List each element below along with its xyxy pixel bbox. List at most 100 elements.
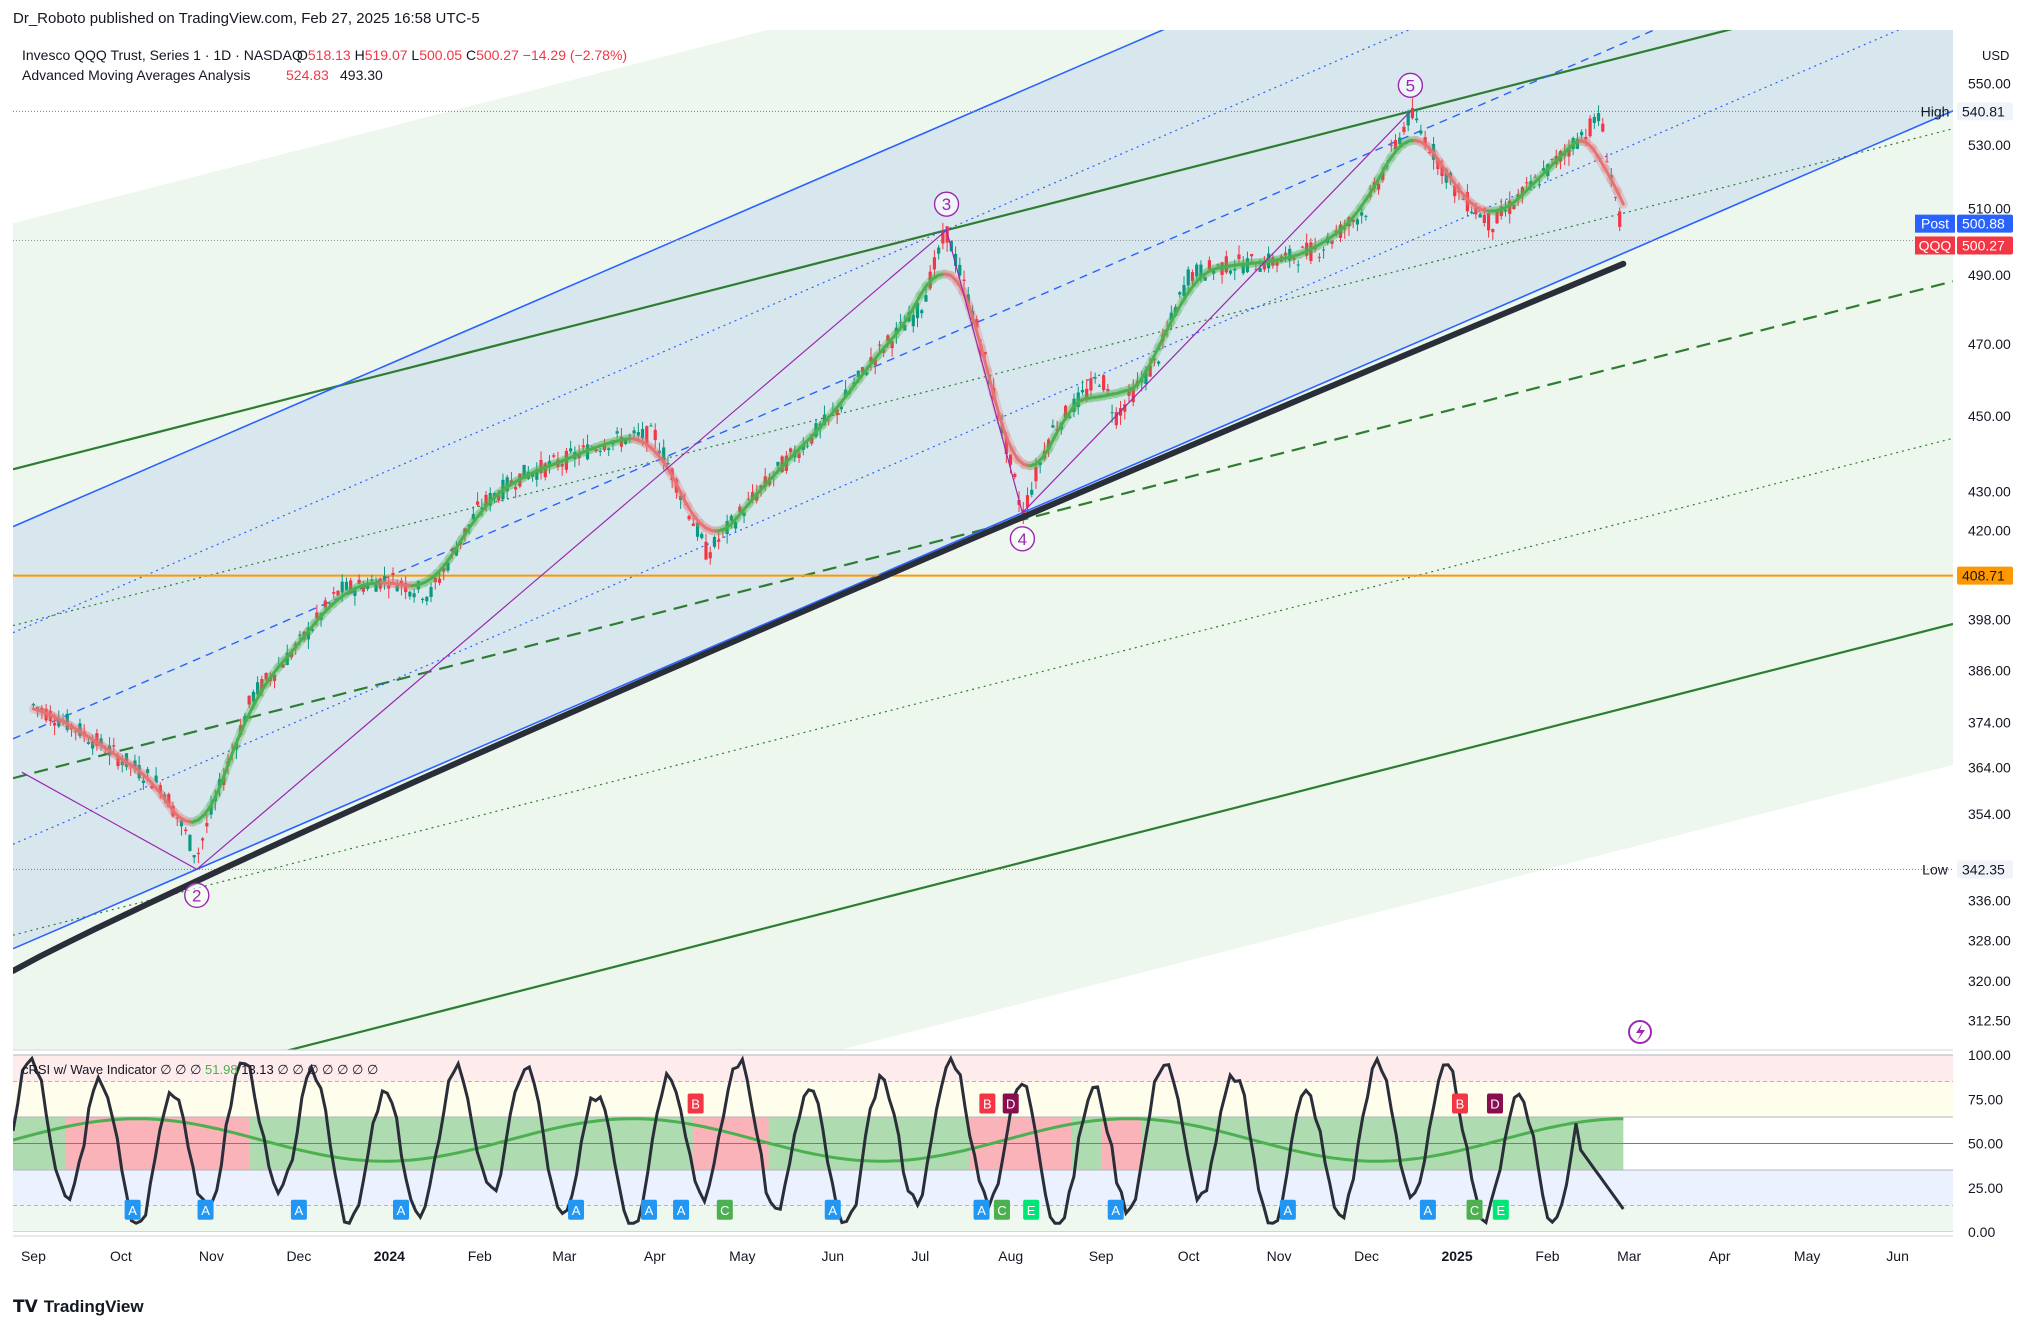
candle-body	[628, 435, 632, 437]
ma-fast-segment	[307, 621, 317, 633]
candle-body	[1499, 206, 1503, 217]
wave-label-circle	[1009, 526, 1036, 552]
candle-body	[332, 592, 336, 594]
post-value: 500.88	[1962, 216, 2005, 232]
candle-body	[344, 581, 349, 591]
candle-body	[141, 780, 146, 784]
ma-fast-segment	[753, 488, 763, 499]
candle-body	[695, 522, 700, 537]
ma-fast-segment	[814, 423, 824, 434]
symbol-title: Invesco QQQ Trust, Series 1 · 1D · NASDA…	[22, 47, 303, 63]
candle-body	[36, 707, 40, 709]
time-tick: Mar	[552, 1248, 576, 1264]
candle-body	[1047, 439, 1051, 449]
qqq-value-box	[1957, 236, 2013, 255]
time-tick: Oct	[110, 1248, 132, 1264]
ma-fast-segment	[154, 786, 164, 797]
candle-body	[810, 434, 814, 444]
indicator-name: Advanced Moving Averages Analysis	[22, 67, 251, 83]
candle-body	[222, 777, 226, 786]
candle-body	[391, 573, 395, 575]
wave-label-circle	[1397, 72, 1424, 99]
osc-tick: 0.00	[1968, 1224, 1995, 1240]
ma-fast-segment	[203, 804, 213, 816]
lightning-icon[interactable]	[1628, 1020, 1652, 1044]
ma-fast-segment	[692, 514, 702, 525]
tradingview-logo[interactable]: 𝗧𝗩 TradingView	[13, 1297, 144, 1317]
ma-fast-segment	[667, 469, 678, 484]
candle-body	[256, 682, 260, 695]
osc-legend: cRSI w/ Wave Indicator ∅ ∅ ∅ 51.98 13.13…	[22, 1062, 378, 1077]
wave-marker-box	[1002, 1093, 1019, 1114]
time-axis[interactable]: Sep Oct Nov Dec 2024 Feb Mar Apr May Jun Jul Aug Sep…	[13, 1235, 1953, 1264]
ma-fast-segment	[1187, 281, 1197, 293]
candle-body	[679, 496, 683, 500]
candle-body	[1364, 215, 1368, 217]
wave-marker-box	[979, 1093, 996, 1114]
candle-body	[1114, 411, 1118, 426]
candle-body	[1550, 158, 1554, 160]
candle-body	[65, 713, 69, 730]
candle-body	[1216, 264, 1220, 266]
candle-body	[941, 232, 945, 244]
price-tick: 320.00	[1968, 973, 2011, 989]
qqq-label: QQQ	[1919, 237, 1952, 253]
candle-body	[569, 448, 573, 452]
price-tick: 490.00	[1968, 267, 2011, 283]
ma-fast-segment	[1426, 145, 1436, 155]
candle-body	[915, 302, 920, 319]
low-value-box	[1957, 860, 2013, 879]
price-tick: 470.00	[1968, 336, 2011, 352]
candle-body	[184, 829, 188, 832]
candle-body	[1605, 161, 1609, 163]
candle-body	[1478, 214, 1482, 218]
candle-body	[1613, 196, 1618, 198]
currency-label[interactable]: USD	[1982, 48, 2009, 63]
osc-tick: 25.00	[1968, 1180, 2003, 1196]
candle-body	[209, 804, 213, 815]
wave-marker-label: C	[720, 1203, 729, 1218]
candle-body	[522, 464, 526, 479]
price-tick: 374.00	[1968, 715, 2011, 731]
candle-body	[1410, 108, 1415, 119]
price-tick: 386.00	[1968, 662, 2011, 678]
candle-body	[1317, 256, 1321, 258]
candle-body	[281, 664, 285, 668]
candle-body	[437, 578, 442, 583]
indicator-value-1: 524.83	[286, 67, 329, 83]
candle-body	[1224, 256, 1228, 273]
candle-body	[1148, 365, 1152, 377]
candle-body	[805, 445, 810, 447]
candle-body	[1034, 467, 1038, 482]
ma-fast-segment	[148, 779, 158, 790]
candle-body	[886, 335, 890, 341]
candle-body	[475, 501, 480, 505]
ma-fast-segment	[459, 528, 470, 542]
post-label: Post	[1921, 216, 1949, 232]
candle-body	[1258, 268, 1262, 273]
candle-body	[666, 462, 670, 465]
candle-body	[120, 761, 124, 766]
candle-body	[860, 367, 865, 372]
candle-body	[624, 439, 628, 444]
candle-body	[1415, 118, 1419, 121]
price-axis[interactable]: 550.00 530.00 510.00 490.00 470.00 450.00 430.…	[1953, 0, 2033, 1280]
candle-body	[1440, 164, 1444, 176]
candle-body	[662, 447, 666, 462]
candle-body	[653, 429, 657, 440]
candle-body	[311, 629, 315, 631]
candle-body	[40, 707, 44, 712]
wave-marker-label: A	[397, 1203, 406, 1218]
green-channel-quarter-lower	[13, 437, 1953, 936]
time-tick: Dec	[1354, 1248, 1379, 1264]
post-value-box	[1957, 214, 2013, 233]
price-tick: 420.00	[1968, 522, 2011, 538]
ma-fast-segment	[1346, 214, 1356, 225]
wave-marker-label: E	[1027, 1203, 1036, 1218]
elliott-waves: 2 3 4 5	[21, 72, 1424, 909]
candle-body	[1398, 137, 1402, 145]
ma-fast-segment	[1150, 345, 1161, 361]
candle-body	[649, 425, 653, 427]
price-tick: 550.00	[1968, 75, 2011, 91]
